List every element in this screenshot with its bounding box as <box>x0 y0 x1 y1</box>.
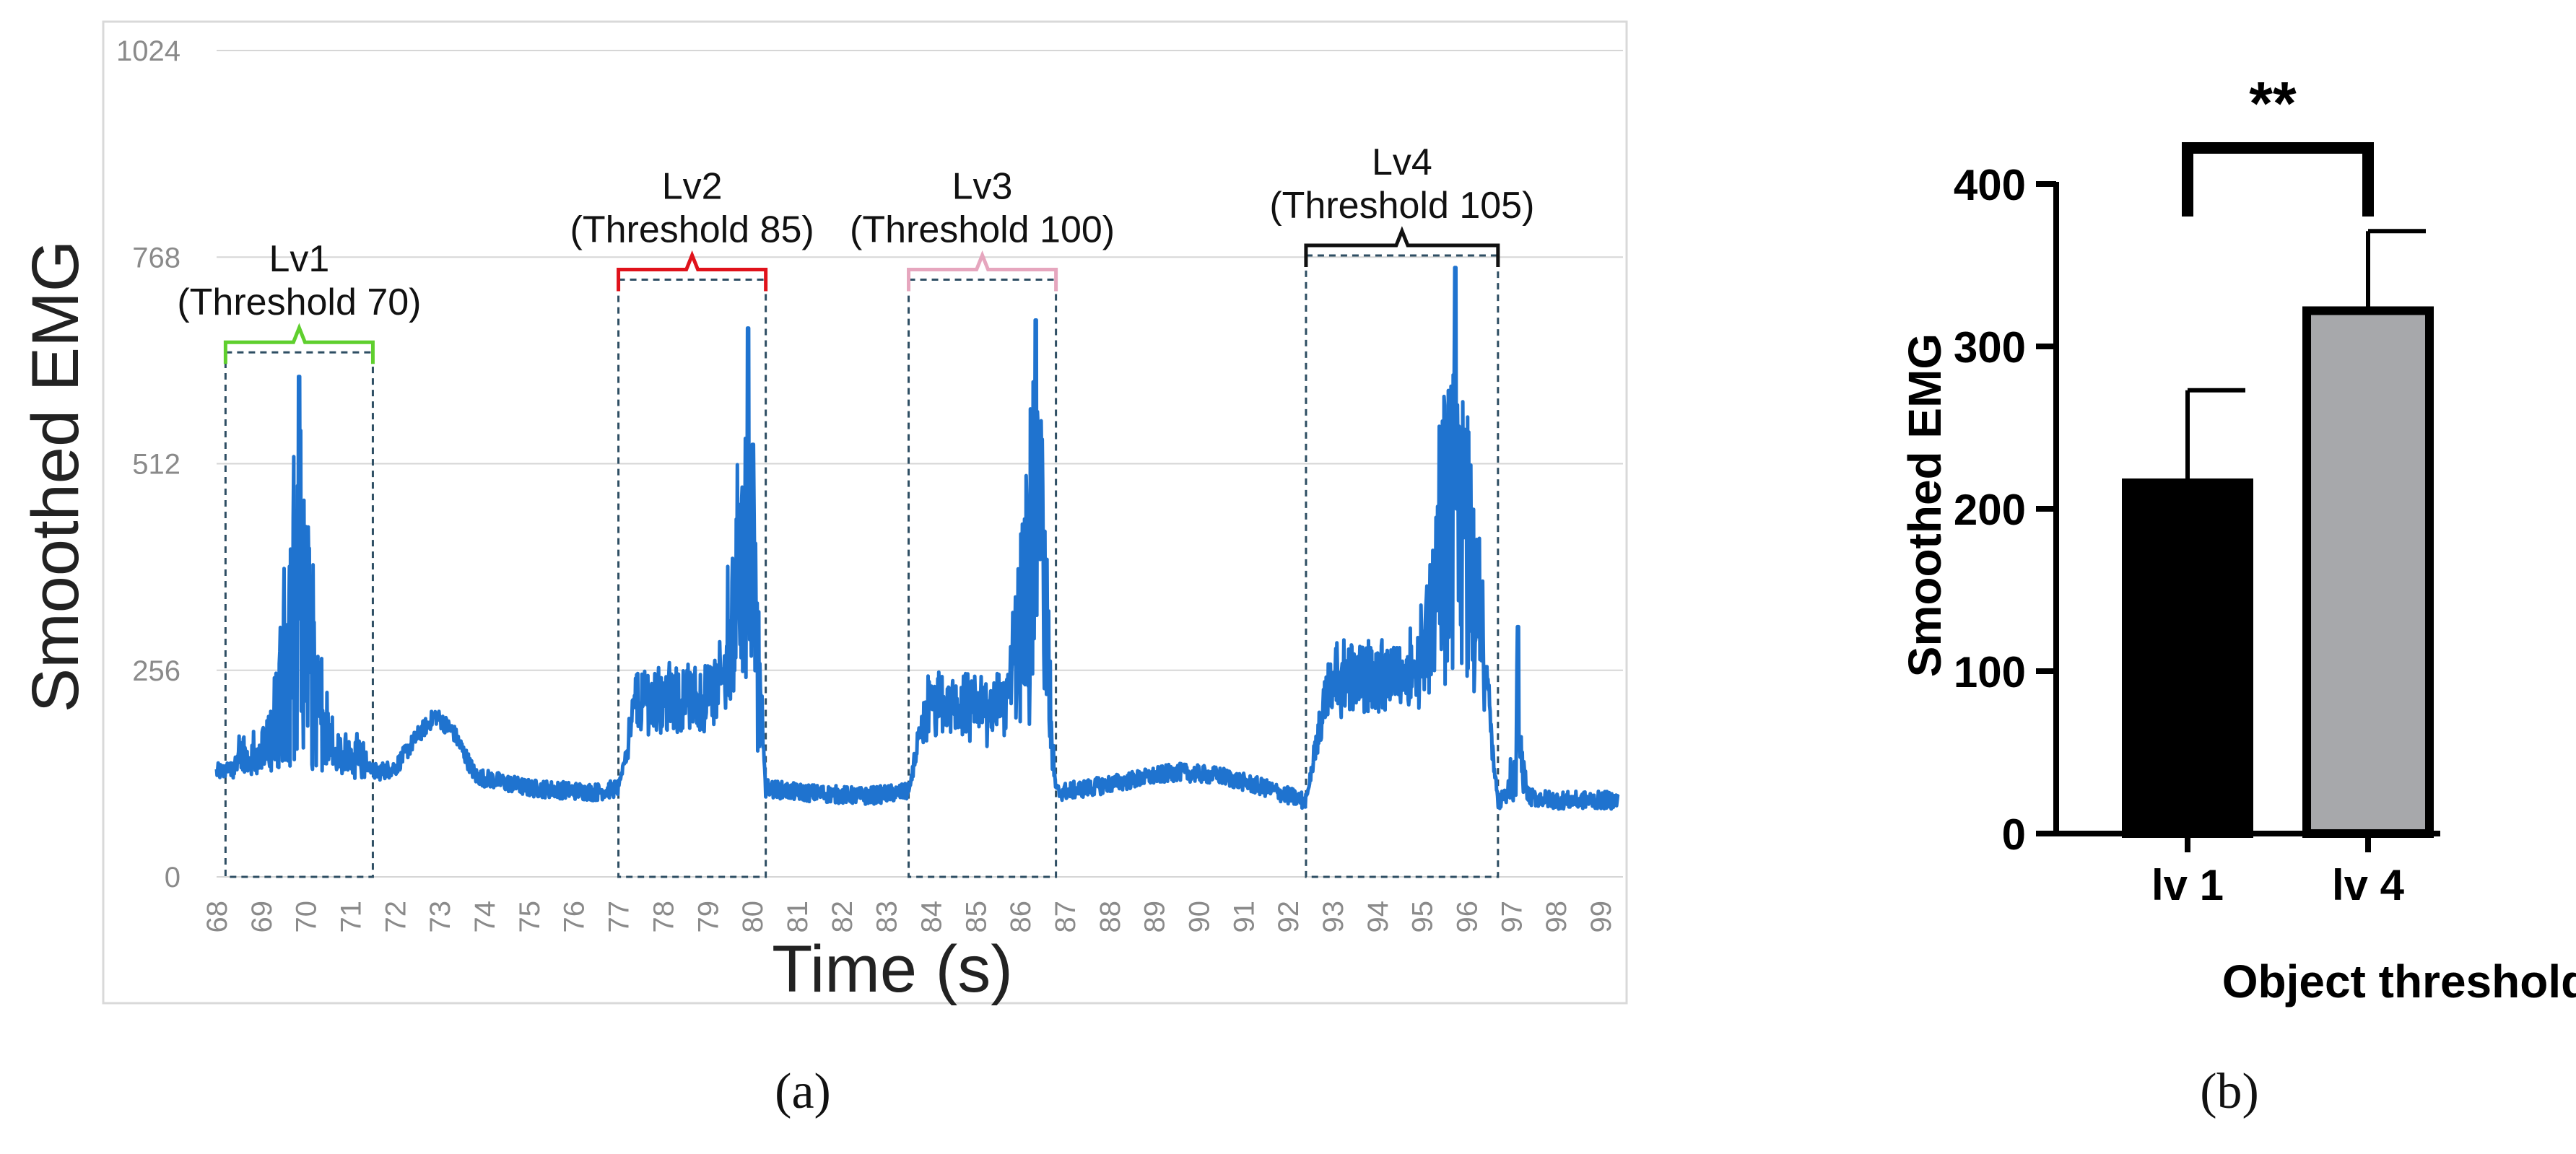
a-x-tick-label: 70 <box>291 901 323 933</box>
bar-lv-1 <box>2122 478 2253 838</box>
a-x-tick-label: 73 <box>425 901 456 933</box>
significance-stars: ** <box>2249 69 2297 137</box>
region-threshold-label: (Threshold 70) <box>177 281 421 323</box>
a-x-tick-label: 94 <box>1362 901 1394 933</box>
region-threshold-label: (Threshold 85) <box>570 209 814 251</box>
a-y-tick-label: 1024 <box>116 35 180 67</box>
a-y-tick-labels: 0 256 512 768 1024 <box>116 35 180 893</box>
a-x-tick-label: 87 <box>1050 901 1082 933</box>
threshold-region-box <box>617 279 767 878</box>
b-y-tick-label: 200 <box>1954 486 2026 534</box>
threshold-brace <box>1304 226 1500 268</box>
a-x-tick-label: 77 <box>604 901 635 933</box>
a-x-tick-label: 98 <box>1541 901 1572 933</box>
emg-signal-line <box>214 266 1620 811</box>
panel-a-line-chart: 0 256 512 768 1024 68 69 70 71 72 73 74 75 76 77 78 79 8… <box>19 20 1628 1119</box>
b-y-tick-label: 400 <box>1954 161 2026 209</box>
b-x-tick-label: lv 1 <box>2151 861 2224 909</box>
a-y-tick-label: 256 <box>132 655 180 687</box>
bar-lv-4 <box>2302 306 2434 838</box>
a-x-tick-label: 97 <box>1496 901 1528 933</box>
panel-b-bar-chart: 0 100 200 300 400 lv 1 lv 4 ** Object thresho… <box>1899 69 2576 1119</box>
region-level-label: Lv2 <box>662 166 723 208</box>
threshold-brace <box>223 323 375 364</box>
a-x-tick-label: 80 <box>737 901 769 933</box>
a-x-tick-label: 74 <box>469 901 501 933</box>
a-x-tick-label: 75 <box>514 901 546 933</box>
a-x-tick-label: 84 <box>915 901 947 933</box>
threshold-brace <box>617 250 768 292</box>
a-x-tick-label: 90 <box>1184 901 1216 933</box>
threshold-region-box <box>908 279 1058 878</box>
region-threshold-label: (Threshold 100) <box>850 209 1115 251</box>
a-x-tick-label: 69 <box>246 901 278 933</box>
a-x-tick-label: 99 <box>1585 901 1617 933</box>
a-x-tick-label: 82 <box>827 901 858 933</box>
region-level-label: Lv4 <box>1372 141 1432 183</box>
b-y-tick-label: 0 <box>2002 810 2026 859</box>
b-x-tick-label: lv 4 <box>2332 861 2405 909</box>
a-x-tick-label: 92 <box>1273 901 1305 933</box>
a-x-tick-label: 76 <box>559 901 591 933</box>
a-x-tick-label: 81 <box>782 901 814 933</box>
a-y-axis-label: Smoothed EMG <box>19 240 92 713</box>
a-x-tick-label: 96 <box>1452 901 1484 933</box>
a-x-tick-label: 93 <box>1318 901 1349 933</box>
a-x-tick-label: 95 <box>1407 901 1439 933</box>
a-y-tick-label: 0 <box>165 862 180 893</box>
panel-a-frame <box>102 20 1628 1005</box>
region-level-label: Lv1 <box>269 238 329 280</box>
b-bars: lv 1 lv 4 <box>2122 229 2434 909</box>
region-level-label: Lv3 <box>952 166 1013 208</box>
b-y-tick-label: 100 <box>1954 648 2026 696</box>
a-x-tick-label: 86 <box>1005 901 1037 933</box>
threshold-brace <box>907 250 1058 292</box>
a-x-tick-label: 68 <box>201 901 233 933</box>
a-x-axis-label: Time (s) <box>772 932 1013 1006</box>
a-x-tick-label: 71 <box>336 901 367 933</box>
panel-b-label: (b) <box>2200 1064 2259 1119</box>
a-x-tick-label: 91 <box>1228 901 1260 933</box>
a-threshold-regions: Lv1(Threshold 70)Lv2(Threshold 85)Lv3(Th… <box>177 141 1534 878</box>
a-x-tick-label: 78 <box>648 901 679 933</box>
a-x-tick-label: 88 <box>1095 901 1126 933</box>
region-threshold-label: (Threshold 105) <box>1269 185 1534 227</box>
a-x-tick-label: 79 <box>692 901 724 933</box>
b-y-tick-label: 300 <box>1954 323 2026 372</box>
panel-a-label: (a) <box>775 1064 831 1119</box>
a-x-tick-label: 72 <box>380 901 412 933</box>
b-significance-bracket <box>2182 142 2374 217</box>
a-x-tick-label: 85 <box>960 901 992 933</box>
threshold-region-box <box>224 351 374 878</box>
a-x-tick-label: 89 <box>1139 901 1171 933</box>
threshold-region-box <box>1305 254 1500 878</box>
significance-bracket-line <box>2182 142 2374 217</box>
b-x-axis-label: Object threshold level <box>2222 956 2576 1007</box>
a-x-tick-labels: 68 69 70 71 72 73 74 75 76 77 78 79 80 81 82 83 84 85 86 87… <box>201 901 1617 933</box>
b-y-axis-label: Smoothed EMG <box>1899 333 1951 677</box>
a-y-tick-label: 512 <box>132 449 180 481</box>
a-x-tick-label: 83 <box>871 901 903 933</box>
a-y-tick-label: 768 <box>132 242 180 274</box>
